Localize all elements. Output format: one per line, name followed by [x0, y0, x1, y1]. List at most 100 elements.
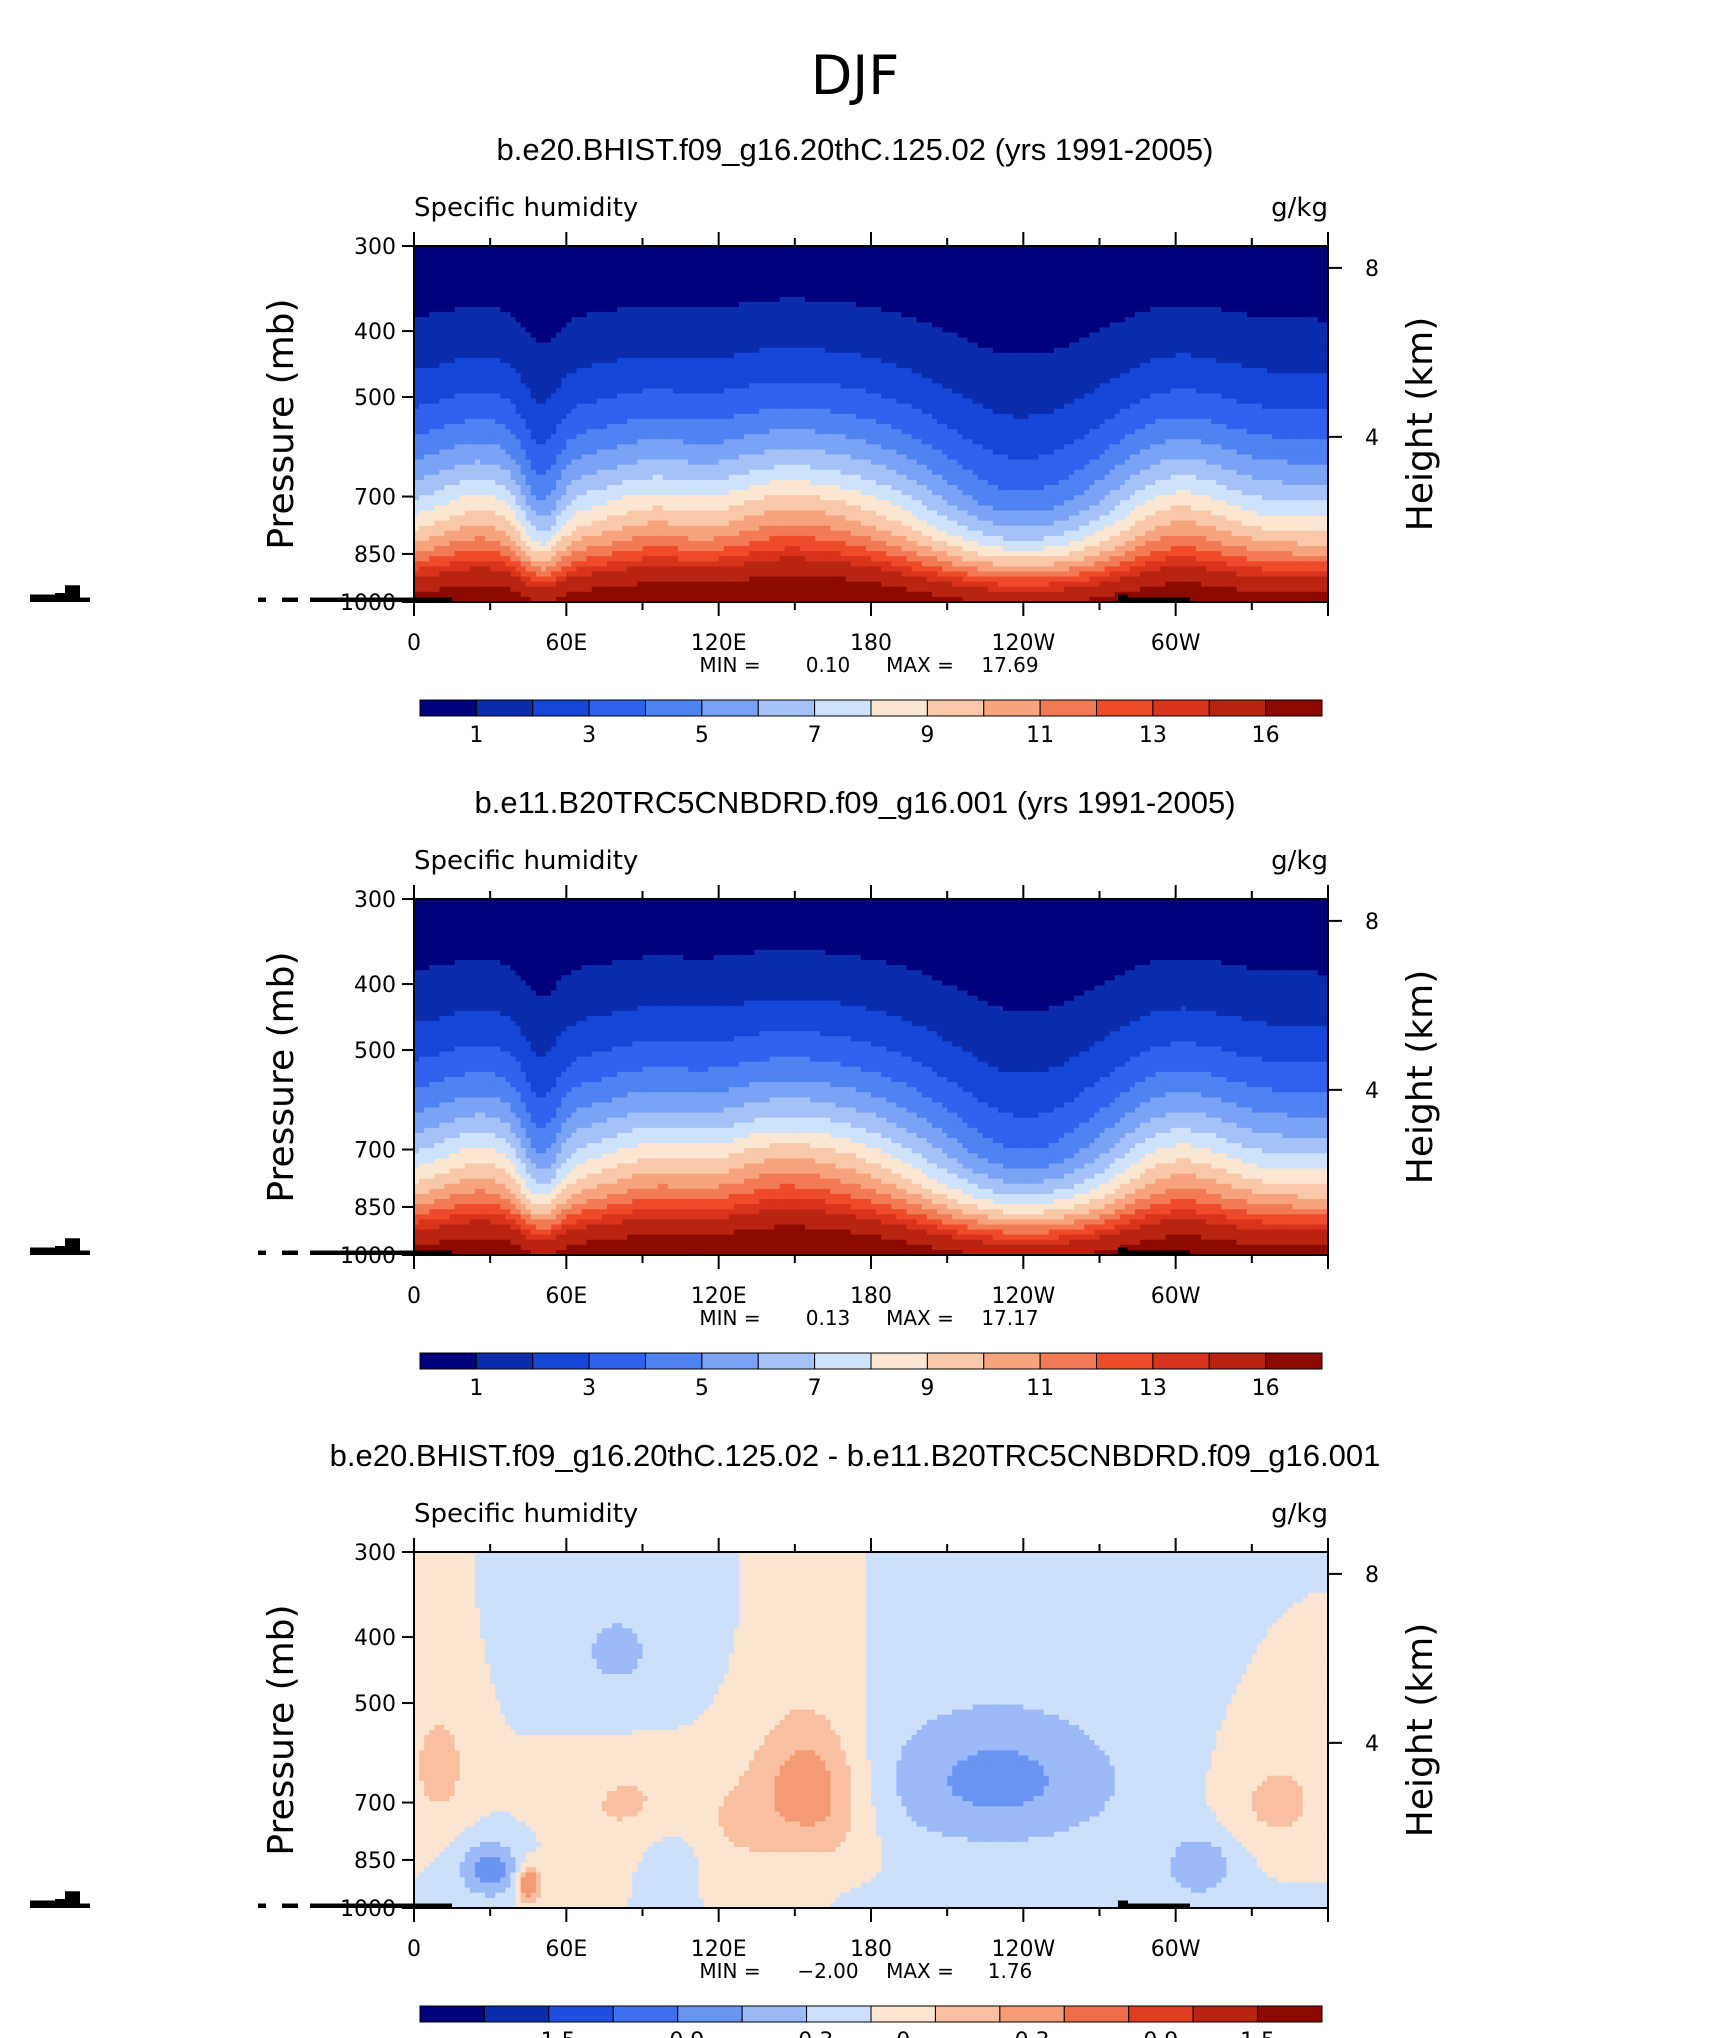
contour-cell: [800, 378, 806, 384]
contour-cell: [912, 292, 918, 298]
contour-cell: [978, 373, 984, 379]
contour-cell: [571, 373, 577, 379]
contour-cell: [556, 373, 562, 379]
contour-cell: [450, 287, 456, 293]
contour-cell: [790, 256, 796, 262]
contour-cell: [1181, 358, 1187, 364]
contour-cell: [1287, 338, 1293, 344]
contour-cell: [866, 317, 872, 323]
contour-cell: [1257, 302, 1263, 308]
contour-cell: [856, 251, 862, 257]
contour-cell: [1074, 292, 1080, 298]
contour-cell: [1186, 373, 1192, 379]
contour-cell: [703, 373, 709, 379]
contour-cell: [1003, 256, 1009, 262]
contour-cell: [541, 312, 547, 318]
contour-cell: [1039, 378, 1045, 384]
contour-cell: [571, 271, 577, 277]
contour-cell: [1318, 378, 1324, 384]
contour-cell: [825, 322, 831, 328]
contour-cell: [830, 343, 836, 349]
contour-cell: [754, 368, 760, 374]
contour-cell: [495, 307, 501, 313]
contour-cell: [1094, 261, 1100, 267]
contour-cell: [1216, 358, 1222, 364]
contour-cell: [597, 363, 603, 369]
contour-cell: [455, 332, 461, 338]
contour-cell: [881, 312, 887, 318]
contour-cell: [1242, 373, 1248, 379]
contour-cell: [1298, 307, 1304, 313]
contour-cell: [1191, 322, 1197, 328]
contour-cell: [1074, 338, 1080, 344]
contour-cell: [917, 261, 923, 267]
contour-cell: [648, 251, 654, 257]
contour-cell: [698, 266, 704, 272]
contour-cell: [1313, 348, 1319, 354]
contour-cell: [627, 312, 633, 318]
contour-cell: [775, 282, 781, 288]
contour-cell: [886, 302, 892, 308]
contour-cell: [500, 373, 506, 379]
contour-cell: [876, 358, 882, 364]
contour-cell: [470, 287, 476, 293]
contour-cell: [856, 348, 862, 354]
contour-cell: [637, 317, 643, 323]
contour-cell: [744, 287, 750, 293]
contour-cell: [673, 251, 679, 257]
contour-cell: [805, 261, 811, 267]
contour-cell: [1130, 312, 1136, 318]
contour-cell: [551, 327, 557, 333]
contour-cell: [1287, 297, 1293, 303]
contour-cell: [627, 358, 633, 364]
contour-cell: [465, 302, 471, 308]
contour-cell: [729, 358, 735, 364]
contour-cell: [978, 338, 984, 344]
contour-cell: [597, 282, 603, 288]
contour-cell: [1211, 297, 1217, 303]
contour-cell: [967, 322, 973, 328]
contour-cell: [592, 256, 598, 262]
contour-cell: [866, 297, 872, 303]
contour-cell: [896, 322, 902, 328]
contour-cell: [891, 302, 897, 308]
contour-cell: [602, 332, 608, 338]
contour-cell: [749, 343, 755, 349]
contour-cell: [1094, 266, 1100, 272]
contour-cell: [541, 383, 547, 389]
contour-cell: [1155, 317, 1161, 323]
contour-cell: [648, 338, 654, 344]
contour-cell: [668, 302, 674, 308]
contour-cell: [551, 287, 557, 293]
contour-cell: [861, 266, 867, 272]
contour-cell: [1171, 332, 1177, 338]
contour-cell: [714, 287, 720, 293]
contour-cell: [714, 368, 720, 374]
contour-cell: [851, 378, 857, 384]
contour-cell: [896, 302, 902, 308]
contour-cell: [1308, 322, 1314, 328]
contour-cell: [592, 297, 598, 303]
contour-cell: [582, 368, 588, 374]
contour-cell: [1196, 292, 1202, 298]
contour-cell: [1145, 282, 1151, 288]
contour-cell: [531, 297, 537, 303]
contour-cell: [536, 317, 542, 323]
contour-cell: [886, 297, 892, 303]
contour-cell: [495, 277, 501, 283]
contour-cell: [505, 261, 511, 267]
contour-cell: [1242, 256, 1248, 262]
contour-cell: [1150, 353, 1156, 359]
contour-cell: [1054, 368, 1060, 374]
contour-cell: [780, 353, 786, 359]
contour-cell: [907, 343, 913, 349]
contour-cell: [1216, 302, 1222, 308]
contour-cell: [1160, 343, 1166, 349]
contour-cell: [922, 378, 928, 384]
contour-cell: [805, 378, 811, 384]
contour-cell: [820, 271, 826, 277]
contour-cell: [500, 368, 506, 374]
contour-cell: [1267, 358, 1273, 364]
contour-cell: [922, 322, 928, 328]
contour-cell: [592, 353, 598, 359]
